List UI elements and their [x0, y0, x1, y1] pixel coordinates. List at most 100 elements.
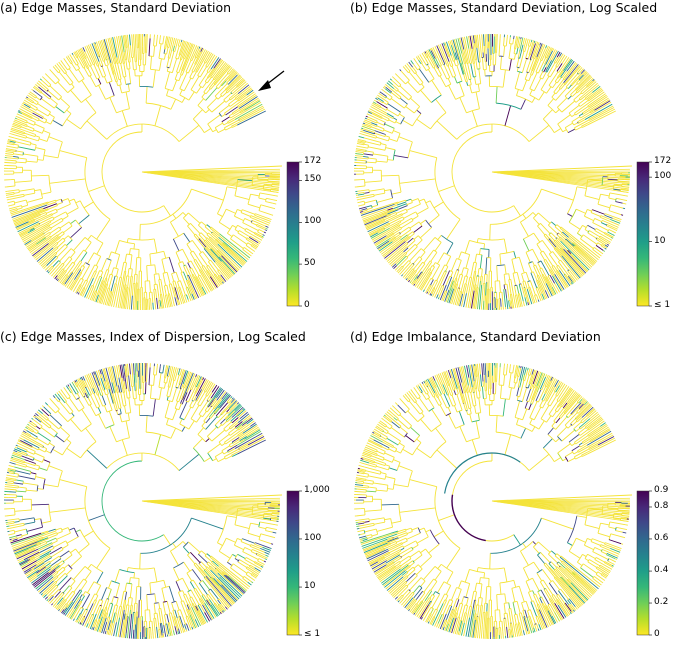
tree-edge	[537, 225, 546, 236]
tree-edge	[43, 265, 47, 269]
tree-edge	[73, 198, 79, 209]
tree-edge	[233, 563, 248, 574]
tree-edge	[172, 609, 175, 611]
tree-edge	[374, 240, 382, 246]
tree-edge	[14, 179, 16, 187]
tree-edge	[197, 610, 206, 625]
tree-edge	[461, 293, 465, 307]
tree-edge	[48, 136, 63, 143]
tree-edge	[24, 132, 36, 138]
tree-edge	[95, 266, 99, 272]
tree-edge	[70, 288, 73, 291]
tree-edge	[101, 131, 164, 213]
tree-edge	[101, 617, 107, 634]
tree-edge	[31, 117, 39, 122]
tree-edge	[149, 253, 152, 266]
tree-edge	[418, 57, 423, 63]
tree-edge	[46, 201, 57, 206]
tree-edge	[188, 386, 197, 403]
tree-edge	[577, 115, 588, 123]
tree-edge	[190, 260, 200, 276]
tree-edge	[522, 238, 530, 252]
tree-edge	[61, 527, 69, 531]
tree-edge	[426, 52, 436, 68]
tree-edge	[205, 438, 210, 443]
tree-edge	[386, 226, 401, 237]
tree-edge	[70, 219, 76, 225]
tree-edge	[11, 533, 48, 547]
tree-edge	[186, 608, 188, 611]
tree-edge	[173, 232, 184, 240]
tree-edge	[183, 369, 186, 372]
tree-edge	[80, 608, 84, 615]
tree-edge	[249, 235, 255, 240]
tree-edge	[34, 88, 42, 94]
tree-edge	[545, 49, 556, 68]
tree-edge	[82, 591, 86, 596]
tree-edge	[581, 125, 583, 128]
tree-edge	[231, 68, 234, 71]
tree-edge	[49, 597, 56, 604]
tree-edge	[108, 251, 112, 260]
tree-edge	[127, 412, 130, 421]
tree-edge	[239, 436, 248, 442]
tree-edge	[247, 194, 251, 205]
tree-edge	[249, 564, 255, 569]
tree-edge	[103, 368, 112, 392]
tree-edge	[60, 603, 67, 611]
tree-edge	[390, 98, 405, 109]
tree-edge	[415, 56, 419, 61]
tree-edge	[221, 610, 224, 613]
tree-edge	[391, 128, 395, 134]
tree-edge	[196, 276, 203, 288]
tree-edge	[69, 527, 75, 531]
tree-edge	[597, 203, 610, 209]
tree-edge	[174, 72, 179, 80]
tree-edge	[460, 275, 466, 292]
tree-edge	[77, 613, 82, 622]
tree-edge	[547, 105, 557, 114]
tree-edge	[201, 550, 207, 556]
tree-edge	[49, 575, 58, 582]
tree-edge	[448, 280, 454, 296]
tree-edge	[28, 241, 43, 252]
tree-edge	[39, 78, 42, 81]
tree-edge	[478, 68, 482, 84]
tree-edge	[549, 66, 557, 78]
tree-edge	[228, 442, 233, 446]
tree-edge	[151, 621, 154, 632]
tree-edge	[106, 587, 112, 590]
tree-edge	[180, 368, 183, 371]
tree-edge	[128, 375, 131, 391]
tree-edge	[11, 208, 18, 211]
tree-edge	[210, 54, 216, 62]
tree-edge	[224, 436, 233, 443]
tree-edge	[23, 153, 38, 157]
tree-edge	[462, 64, 468, 82]
tree-edge	[423, 51, 426, 55]
tree-edge	[445, 294, 449, 303]
tree-edge	[73, 527, 79, 538]
tree-edge	[53, 540, 67, 548]
tree-edge	[31, 561, 44, 570]
tree-edge	[393, 154, 409, 159]
tree-edge	[254, 561, 263, 566]
tree-edge	[377, 240, 390, 250]
tree-edge	[66, 239, 73, 246]
tree-edge	[262, 184, 265, 190]
tree-edge	[562, 73, 568, 80]
tree-edge	[567, 243, 593, 268]
tree-edge	[204, 128, 212, 134]
tree-edge	[390, 264, 393, 267]
tree-edge	[42, 149, 46, 161]
tree-edge	[69, 604, 79, 619]
tree-edge	[439, 75, 447, 87]
tree-edge	[588, 96, 608, 109]
tree-edge	[585, 90, 598, 100]
tree-edge	[481, 268, 483, 277]
tree-edge	[442, 270, 451, 287]
tree-edge	[85, 98, 97, 113]
tree-edge	[442, 290, 446, 299]
tree-edge	[52, 66, 56, 70]
tree-edge	[140, 517, 192, 554]
